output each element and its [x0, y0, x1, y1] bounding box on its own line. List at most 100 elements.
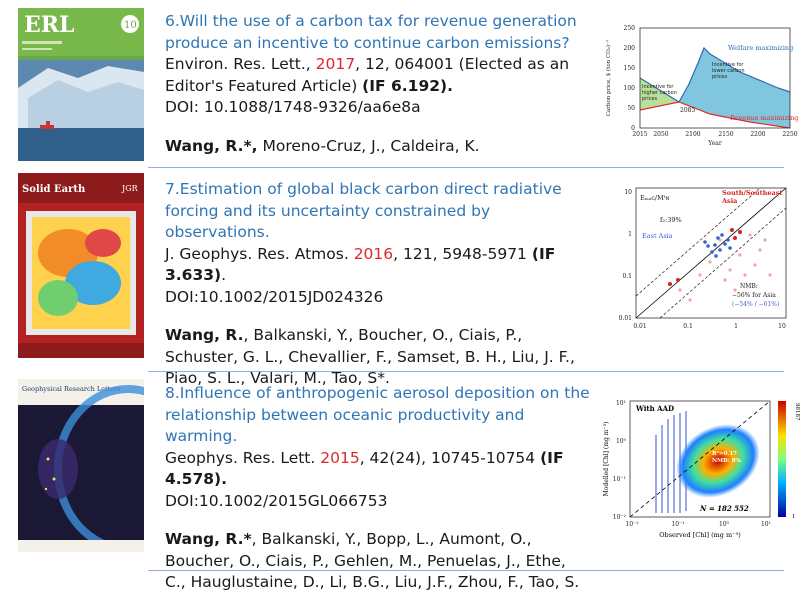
x-tick: 10⁻¹ [671, 521, 684, 528]
divider-1 [148, 167, 784, 168]
lead-author: Wang, R.* [165, 530, 252, 548]
figure-bc-scatter: Eₘₐᴄ/Mᴵɴ f₂:39% East Asia South/Southeas… [600, 180, 800, 340]
y-tick-labels: 0.01 0.1 1 10 [619, 189, 633, 322]
journal-name: Geophys. Res. Lett. [165, 448, 321, 467]
x-tick: 2250 [782, 131, 797, 138]
impact-factor: (IF 6.192). [362, 76, 454, 95]
doi: DOI: 10.1088/1748-9326/aa6e8a [165, 98, 421, 116]
impact-factor: (IF 3.633) [165, 244, 556, 285]
author-list: Wang, R.*, Balkanski, Y., Bopp, L., Aumo… [165, 529, 590, 594]
cover-header: Solid Earth [22, 184, 86, 195]
y-tick: 100 [624, 85, 636, 92]
author-list: Wang, R.*, Moreno-Cruz, J., Caldeira, K. [165, 136, 590, 158]
y-tick: 150 [624, 65, 636, 72]
n-label: N = 182 552 [699, 504, 749, 513]
impact-factor: (IF 4.578). [165, 448, 564, 489]
x-axis-label: Observed [Chl] (mg m⁻³) [659, 531, 741, 539]
x-tick: 2015 [632, 131, 647, 138]
y-tick: 10¹ [616, 400, 626, 407]
divider-2 [148, 371, 784, 372]
author-list: Wang, R., Balkanski, Y., Boucher, O., Ci… [165, 325, 590, 390]
x-tick: 0.1 [683, 323, 693, 330]
x-tick: 10⁻² [625, 521, 639, 528]
figure-chl-density: With AAD R²=0.17 NMB: 8% N = 182 552 981… [600, 395, 800, 545]
publication-6-text: 6.Will the use of a carbon tax for reven… [165, 11, 590, 157]
journal-name: Environ. Res. Lett., [165, 55, 316, 73]
impact-tail: . [221, 266, 227, 284]
nmb-range: (−54% / −61%) [732, 301, 779, 308]
scatter-points-south-asia [668, 228, 742, 286]
publication-year: 2015 [320, 448, 360, 467]
x-tick: 2150 [718, 131, 733, 138]
lead-author: Wang, R. [165, 326, 244, 344]
publication-year: 2017 [315, 55, 356, 73]
x-tick-labels: 2015 2050 2100 2150 2200 2250 [632, 131, 797, 138]
lead-author: Wang, R.*, [165, 136, 258, 155]
east-asia-label: East Asia [642, 232, 673, 240]
carbon-price-chart: 0 50 100 150 200 250 2015 2050 2100 2150… [605, 25, 798, 147]
erl-cover-image: ERL 10 [18, 8, 144, 161]
nmb-label: NMB: [740, 283, 758, 290]
figure-carbon-price: 0 50 100 150 200 250 2015 2050 2100 2150… [600, 18, 800, 148]
scatter-points-east-asia [703, 233, 732, 258]
journal-cover-grl: Geophysical Research Letters [18, 379, 144, 552]
publication-title: 7.Estimation of global black carbon dire… [165, 180, 562, 241]
x-tick: 1 [734, 323, 738, 330]
y-tick: 250 [624, 25, 636, 32]
y-tick: 0 [631, 125, 635, 132]
erl-logo: ERL [24, 12, 75, 38]
y-tick: 10⁻¹ [613, 476, 626, 483]
x-tick: 2100 [685, 131, 700, 138]
x-tick: 10¹ [761, 521, 771, 528]
y-tick: 10⁰ [616, 438, 627, 445]
scatter-points-other [678, 233, 772, 302]
journal-cover-jgr: Solid Earth JGR [18, 173, 144, 358]
panel-label: With AAD [635, 404, 674, 413]
journal-name: J. Geophys. Res. Atmos. [165, 244, 354, 263]
revenue-label: Revenue maximizing [730, 114, 798, 122]
x-tick: 2200 [750, 131, 765, 138]
erl-badge: 10 [124, 20, 137, 31]
journal-cover-erl: ERL 10 [18, 8, 144, 161]
jgr-cover-image: Solid Earth JGR [18, 173, 144, 358]
jgr-badge: JGR [121, 184, 139, 193]
x-tick: 2050 [653, 131, 668, 138]
y-axis-label: Carbon price, $ (ton CO₂)⁻¹ [605, 40, 612, 116]
doi: DOI:10.1002/2015JD024326 [165, 287, 384, 306]
colorbar-min: 1 [792, 514, 796, 520]
grl-cover-image: Geophysical Research Letters [18, 379, 144, 552]
y-tick: 0.01 [619, 315, 632, 322]
x-tick-labels: 0.01 0.1 1 10 [633, 323, 786, 330]
x-tick: 10 [778, 323, 786, 330]
stats-label: R²=0.17 NMB: 8% [712, 451, 741, 464]
y-tick: 10⁻² [613, 514, 627, 521]
welfare-label: Welfare maximizing [728, 44, 793, 52]
publication-7-text: 7.Estimation of global black carbon dire… [165, 179, 590, 390]
doi: DOI:10.1002/2015GL066753 [165, 491, 388, 510]
x-tick: 10⁰ [719, 521, 730, 528]
nmb-value: −56% for Asia [732, 292, 776, 299]
volume-pages: , 121, 5948-5971 [393, 244, 532, 263]
y-tick: 50 [627, 105, 635, 112]
volume-pages: , 12, 064001 (Elected as an Editor's Fea… [165, 55, 570, 95]
crossover-year: 2085 [680, 107, 695, 114]
x-tick: 0.01 [633, 323, 646, 330]
co-authors: Moreno-Cruz, J., Caldeira, K. [257, 136, 480, 155]
co-authors: , Balkanski, Y., Boucher, O., Ciais, P.,… [165, 326, 575, 387]
publication-year: 2016 [353, 244, 394, 263]
y-tick: 200 [624, 45, 636, 52]
colorbar-max: 98187 [794, 403, 800, 421]
x-tick-labels: 10⁻² 10⁻¹ 10⁰ 10¹ [625, 521, 771, 528]
south-asia-label: South/Southeast Asia [722, 190, 783, 205]
publication-8-text: 8.Influence of anthropogenic aerosol dep… [165, 383, 590, 594]
f-label: f₂:39% [660, 216, 682, 224]
higher-incentive-label: Incentive for higher carbon prices [642, 84, 677, 102]
y-tick-labels: 0 50 100 150 200 250 [624, 25, 636, 132]
bc-scatter-chart: Eₘₐᴄ/Mᴵɴ f₂:39% East Asia South/Southeas… [619, 187, 787, 330]
y-tick: 10 [624, 189, 632, 196]
publication-title: 6.Will the use of a carbon tax for reven… [165, 12, 577, 52]
y-tick-labels: 10¹ 10⁰ 10⁻¹ 10⁻² [613, 400, 627, 521]
corner-label: Eₘₐᴄ/Mᴵɴ [640, 194, 670, 202]
lower-incentive-label: Incentive for lower carbon prices [712, 62, 745, 80]
x-axis-label: Year [707, 140, 722, 147]
